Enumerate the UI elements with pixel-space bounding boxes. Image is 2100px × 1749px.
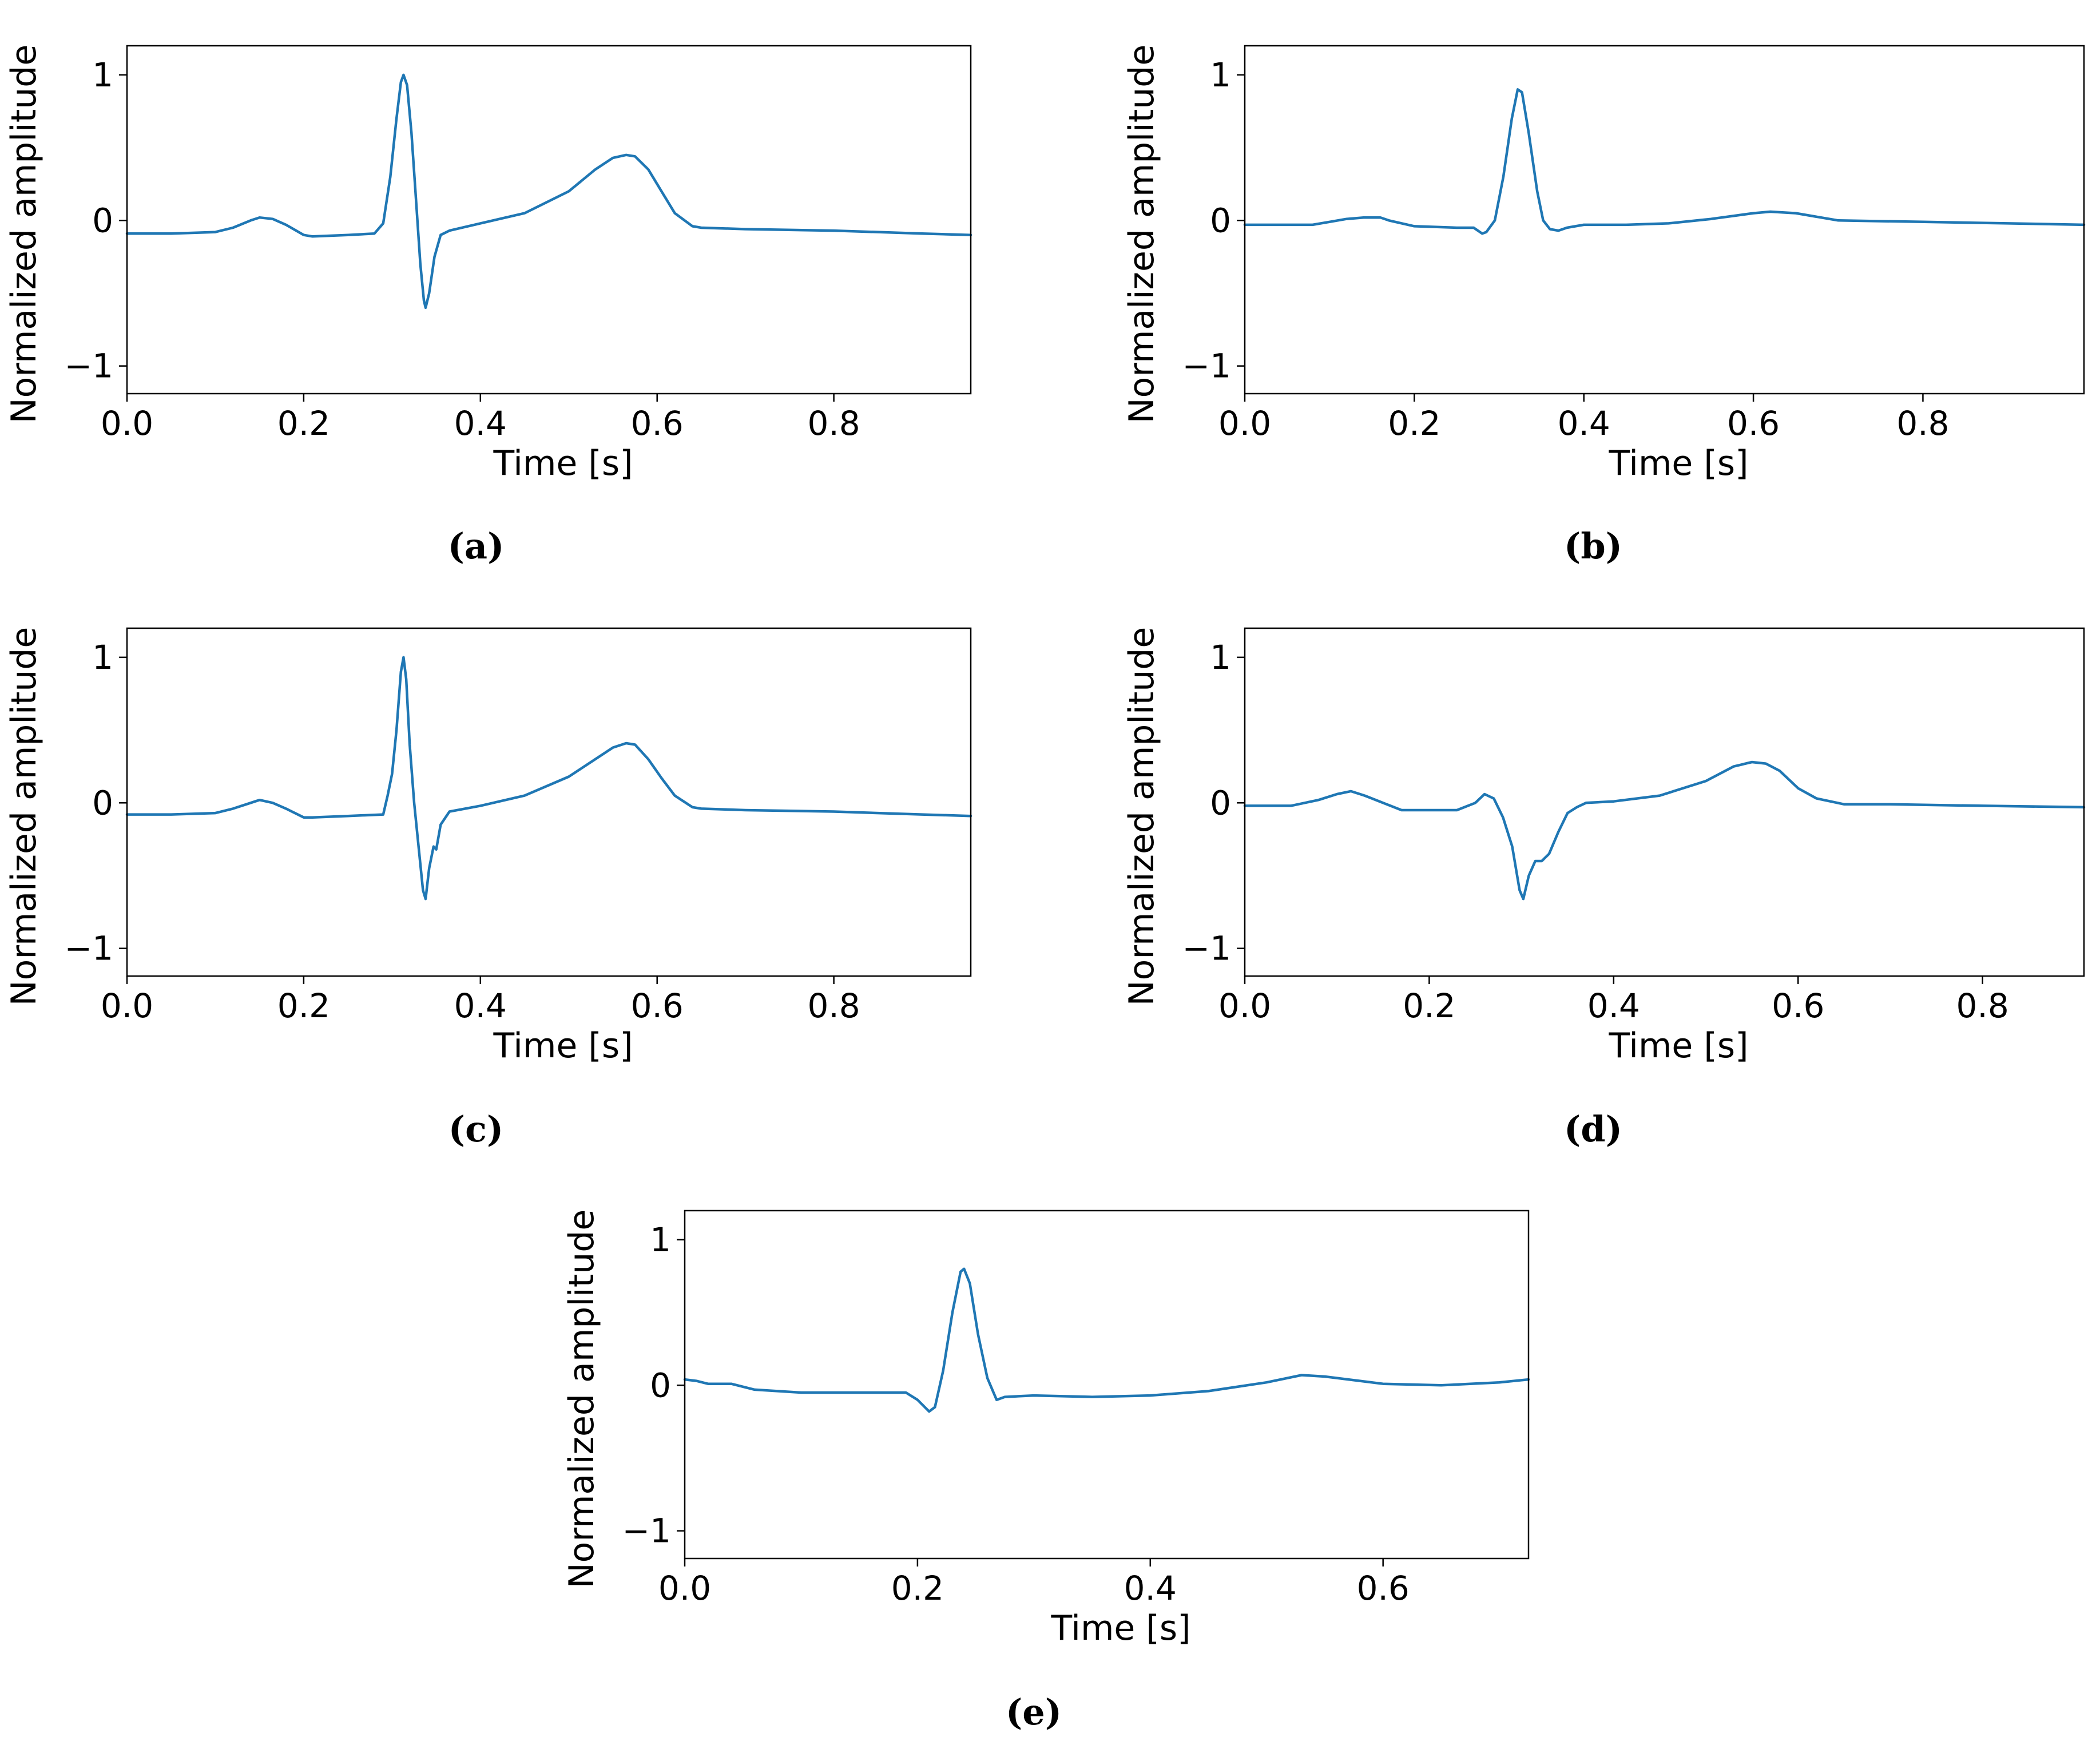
x-tick-label-c-4: 0.8	[807, 986, 860, 1025]
x-axis-label-e: Time [s]	[1051, 1608, 1191, 1648]
x-tick-label-d-2: 0.4	[1587, 986, 1640, 1025]
y-tick-label-d-1: 0	[1210, 783, 1231, 822]
y-tick-label-d-0: −1	[1182, 929, 1232, 968]
chart-panel-c: 0.0 0.2 0.4 0.6 0.8 −1 0 1 Time [s] Normalized am…	[4, 627, 972, 1150]
x-tick-label-b-3: 0.6	[1727, 404, 1780, 443]
chart-panel-d: 0.0 0.2 0.4 0.6 0.8 −1 0 1 Time [s] Normalized am…	[1122, 627, 2086, 1150]
y-axis-label-c: Normalized amplitude	[4, 627, 44, 1006]
y-tick-label-e-0: −1	[622, 1512, 672, 1550]
series-line-c-0	[125, 656, 972, 901]
y-tick-label-e-1: 0	[650, 1366, 671, 1405]
x-tick-label-e-2: 0.4	[1124, 1569, 1177, 1608]
y-tick-label-e-2: 1	[650, 1220, 671, 1259]
y-tick-label-b-2: 1	[1210, 55, 1231, 94]
x-axis-label-c: Time [s]	[493, 1026, 633, 1066]
x-tick-label-b-2: 0.4	[1558, 404, 1610, 443]
x-tick-label-c-2: 0.4	[454, 986, 507, 1025]
x-axis-label-d: Time [s]	[1609, 1026, 1749, 1066]
x-tick-label-a-1: 0.2	[277, 404, 330, 443]
series-line-b-0	[1243, 88, 2086, 235]
y-tick-label-a-0: −1	[65, 347, 114, 386]
panel-caption-c: (c)	[448, 1108, 503, 1150]
x-tick-label-a-0: 0.0	[101, 404, 153, 443]
x-tick-label-a-3: 0.6	[631, 404, 684, 443]
x-tick-label-a-4: 0.8	[807, 404, 860, 443]
panel-caption-a: (a)	[448, 525, 505, 567]
y-tick-label-c-0: −1	[65, 929, 114, 968]
x-tick-label-b-4: 0.8	[1896, 404, 1949, 443]
series-line-d-0	[1243, 760, 2086, 901]
x-tick-label-c-1: 0.2	[277, 986, 330, 1025]
plot-frame-c	[126, 627, 972, 977]
x-tick-label-e-3: 0.6	[1357, 1569, 1410, 1608]
x-tick-label-b-1: 0.2	[1388, 404, 1440, 443]
x-tick-label-e-1: 0.2	[891, 1569, 944, 1608]
plot-frame-e	[684, 1209, 1530, 1560]
panel-caption-e: (e)	[1006, 1691, 1062, 1733]
x-tick-label-a-2: 0.4	[454, 404, 507, 443]
chart-panel-b: 0.0 0.2 0.4 0.6 0.8 −1 0 1 Time [s] Normalized am…	[1122, 45, 2086, 567]
chart-panel-a: 0.0 0.2 0.4 0.6 0.8 −1 0 1 Time [s] Normalized am…	[4, 45, 972, 567]
y-tick-label-a-1: 0	[92, 201, 113, 240]
x-tick-label-d-1: 0.2	[1403, 986, 1455, 1025]
panel-caption-b: (b)	[1564, 525, 1622, 567]
x-tick-label-e-0: 0.0	[658, 1569, 711, 1608]
x-axis-label-a: Time [s]	[493, 443, 633, 483]
series-line-a-0	[125, 73, 972, 310]
series-line-e-0	[683, 1267, 1530, 1413]
x-tick-label-c-0: 0.0	[101, 986, 153, 1025]
x-tick-label-c-3: 0.6	[631, 986, 684, 1025]
y-tick-label-d-2: 1	[1210, 638, 1231, 677]
x-tick-label-d-0: 0.0	[1218, 986, 1271, 1025]
y-tick-label-b-0: −1	[1182, 347, 1232, 386]
x-axis-label-b: Time [s]	[1609, 443, 1749, 483]
y-axis-label-a: Normalized amplitude	[4, 45, 44, 424]
y-axis-label-b: Normalized amplitude	[1122, 45, 1162, 424]
x-tick-label-d-4: 0.8	[1956, 986, 2009, 1025]
y-axis-label-d: Normalized amplitude	[1122, 627, 1162, 1006]
chart-panel-e: 0.0 0.2 0.4 0.6 −1 0 1 Time [s] Normalized ampli…	[562, 1209, 1530, 1733]
x-tick-label-d-3: 0.6	[1772, 986, 1824, 1025]
y-tick-label-c-2: 1	[92, 638, 113, 677]
y-axis-label-e: Normalized amplitude	[562, 1209, 602, 1589]
panel-caption-d: (d)	[1564, 1108, 1622, 1150]
plot-frame-b	[1244, 45, 2085, 395]
y-tick-label-b-1: 0	[1210, 201, 1231, 240]
plot-frame-d	[1244, 627, 2085, 977]
y-tick-label-a-2: 1	[92, 55, 113, 94]
x-tick-label-b-0: 0.0	[1218, 404, 1271, 443]
y-tick-label-c-1: 0	[92, 783, 113, 822]
plot-frame-a	[126, 45, 972, 395]
